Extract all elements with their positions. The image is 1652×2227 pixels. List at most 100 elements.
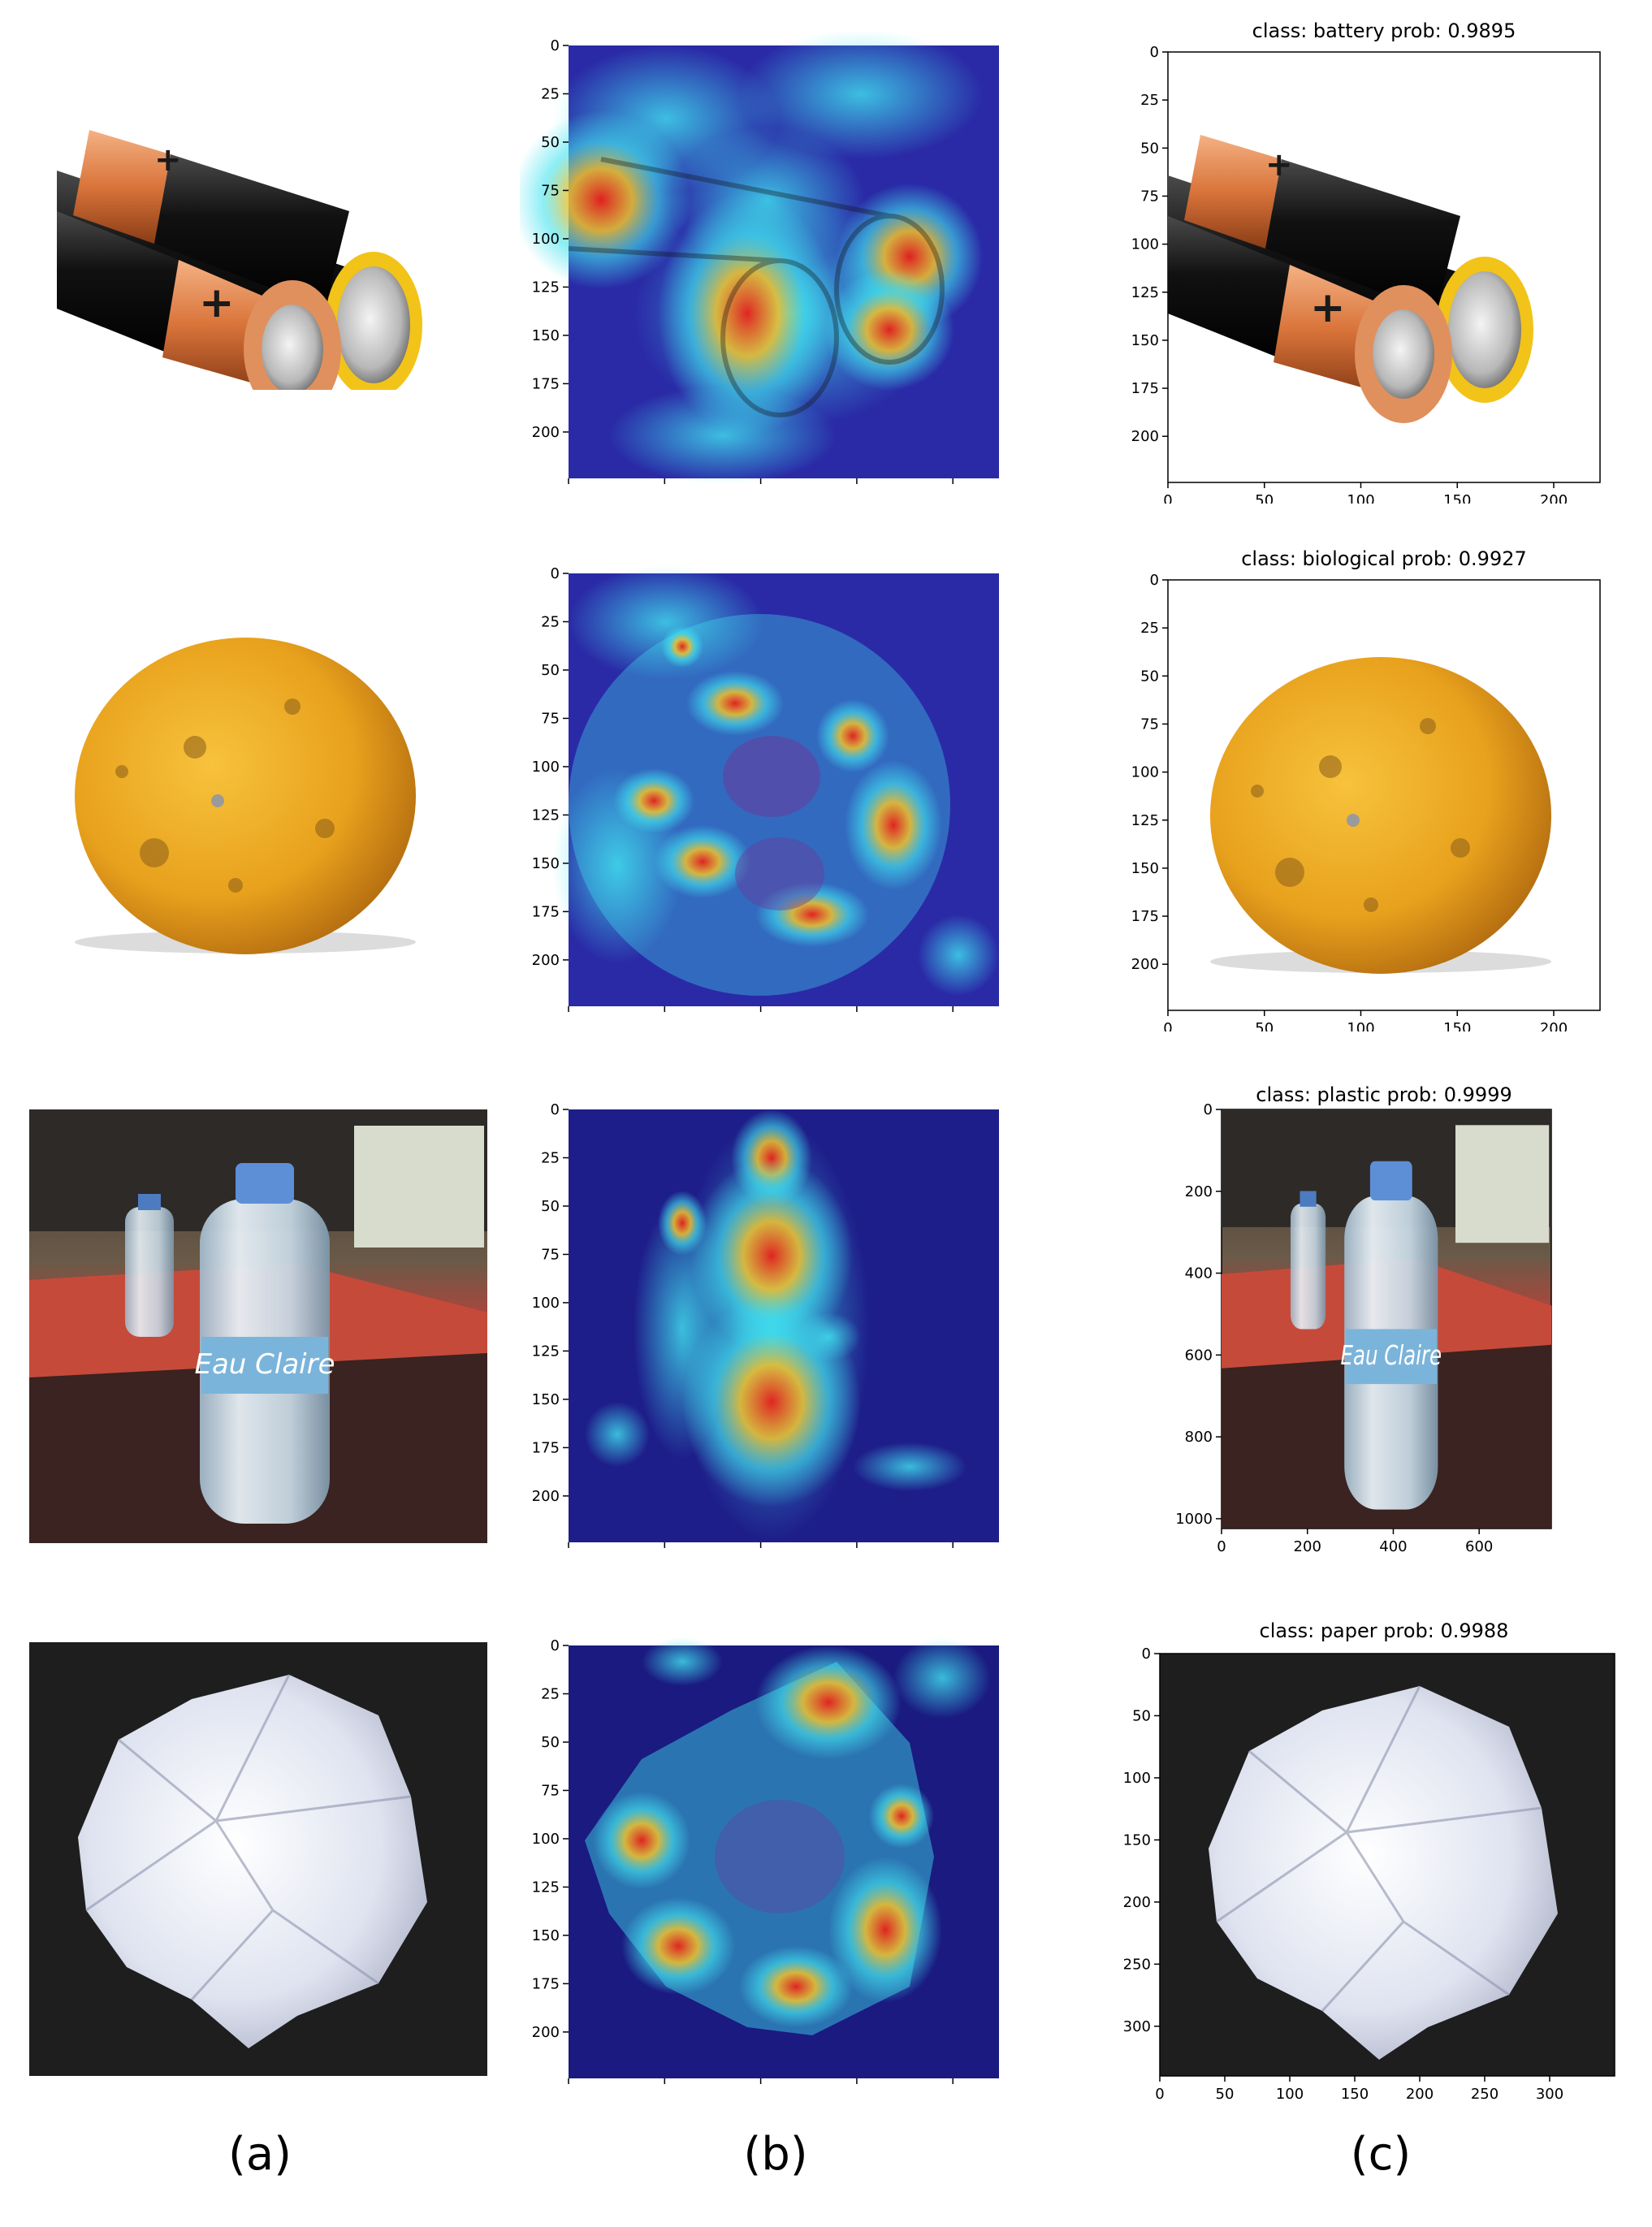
y-tick-label: 200 [1131,428,1159,445]
x-tick-label: 100 [1347,1020,1374,1031]
paper-prediction-xaxis: 0 50 100 150 200 250 300 [1155,2076,1563,2103]
paper-heatmap-yaxis: 0 25 50 75 100 125 150 175 200 [532,1637,569,2041]
y-tick-label: 125 [532,1343,560,1360]
y-tick-label: 150 [1131,860,1159,877]
plastic-heatmap-yaxis: 0 25 50 75 100 125 150 175 200 [532,1101,569,1505]
caption-a: (a) [227,2128,292,2181]
y-tick-label: 75 [541,182,560,199]
y-tick-label: 300 [1123,2018,1151,2035]
x-tick-label: 50 [1216,2086,1235,2103]
plastic-original-image: Eau Claire [29,1109,487,1543]
x-tick-label: 0 [1163,492,1172,504]
biological-prediction-title: class: biological prob: 0.9927 [1241,547,1527,570]
y-tick-label: 25 [541,1149,560,1166]
y-tick-label: 150 [532,1927,560,1944]
x-tick-label: 250 [1471,2086,1498,2103]
y-tick-label: 25 [541,85,560,102]
y-tick-label: 200 [1123,1894,1151,1911]
plastic-prediction-title: class: plastic prob: 0.9999 [1256,1083,1512,1106]
battery-prediction-yaxis: 0 25 50 75 100 125 150 175 200 [1131,44,1168,445]
y-tick-label: 100 [532,1831,560,1848]
y-tick-label: 0 [551,565,560,582]
y-tick-label: 75 [1140,188,1159,205]
battery-prediction-xaxis: 0 50 100 150 200 [1163,482,1568,504]
main-bottle: Eau Claire [194,1163,335,1524]
battery-prediction-plot: class: battery prob: 0.9895 + + 0 25 50 75 1… [1131,19,1601,504]
x-tick-label: 0 [1155,2086,1164,2103]
y-tick-label: 100 [1131,764,1159,781]
x-tick-label: 150 [1443,1020,1471,1031]
caption-c: (c) [1350,2128,1412,2181]
y-tick-label: 100 [532,231,560,248]
y-tick-label: 400 [1185,1265,1213,1282]
x-tick-label: 150 [1341,2086,1369,2103]
svg-text:+: + [154,141,182,179]
y-tick-label: 0 [1142,1645,1151,1663]
biological-prediction-image [1210,657,1551,974]
svg-text:+: + [199,279,235,327]
biological-prediction-plot: class: biological prob: 0.9927 0 25 50 75 10… [1131,547,1601,1031]
y-tick-label: 0 [1150,44,1159,61]
paper-original-image [29,1642,487,2076]
paper-prediction-plot: class: paper prob: 0.9988 0 50 100 150 200 25… [1123,1619,1615,2103]
caption-b: (b) [743,2128,808,2181]
y-tick-label: 150 [532,1391,560,1408]
y-tick-label: 125 [532,806,560,824]
y-tick-label: 100 [1123,1770,1151,1787]
y-tick-label: 100 [532,759,560,776]
y-tick-label: 125 [532,1879,560,1896]
biological-prediction-xaxis: 0 50 100 150 200 [1163,1010,1568,1031]
x-tick-label: 0 [1217,1538,1226,1555]
y-tick-label: 600 [1185,1347,1213,1364]
y-tick-label: 200 [532,424,560,441]
x-tick-label: 150 [1443,492,1471,504]
x-tick-label: 200 [1540,1020,1568,1031]
x-tick-label: 400 [1379,1538,1407,1555]
paper-prediction-title: class: paper prob: 0.9988 [1260,1619,1509,1642]
x-tick-label: 50 [1255,1020,1274,1031]
svg-text:+: + [1310,283,1346,332]
svg-text:Eau Claire: Eau Claire [1341,1339,1442,1371]
x-tick-label: 50 [1255,492,1274,504]
svg-text:Eau Claire: Eau Claire [194,1348,335,1381]
row-biological: 0 25 50 75 100 125 150 175 200 0 50 100 150 200 clas… [0,528,1652,1048]
paper-prediction-image [1209,1685,1558,2060]
y-tick-label: 1000 [1175,1511,1213,1528]
y-tick-label: 25 [1140,92,1159,109]
biological-prediction-yaxis: 0 25 50 75 100 125 150 175 200 [1131,572,1168,973]
y-tick-label: 200 [532,2024,560,2041]
biological-original-image [32,560,487,1015]
x-tick-label: 100 [1276,2086,1304,2103]
x-tick-label: 0 [1163,1020,1172,1031]
plastic-prediction-image: Eau Claire [1222,1109,1552,1529]
x-tick-label: 200 [1406,2086,1434,2103]
y-tick-label: 150 [1123,1831,1151,1849]
y-tick-label: 200 [1185,1183,1213,1200]
y-tick-label: 800 [1185,1429,1213,1446]
y-tick-label: 175 [1131,380,1159,397]
y-tick-label: 175 [532,1439,560,1456]
battery-front: + + [57,141,341,390]
y-tick-label: 125 [532,279,560,296]
battery-prediction-image: + + [1168,135,1533,423]
y-tick-label: 50 [1140,668,1159,685]
y-tick-label: 0 [551,1637,560,1654]
y-tick-label: 100 [532,1295,560,1312]
y-tick-label: 200 [1131,956,1159,973]
battery-prediction-title: class: battery prob: 0.9895 [1252,19,1516,42]
x-tick-label: 200 [1540,492,1568,504]
x-tick-label: 200 [1294,1538,1321,1555]
plastic-prediction-xaxis: 0 200 400 600 [1217,1529,1493,1555]
row-plastic: Eau Claire 0 25 50 75 100 125 150 175 200 050100… [0,1064,1652,1584]
plastic-prediction-yaxis: 0 200 400 600 800 1000 [1175,1101,1222,1528]
biological-heatmap-yaxis: 0 25 50 75 100 125 150 175 200 [532,565,569,969]
y-tick-label: 175 [532,375,560,392]
y-tick-label: 50 [541,662,560,679]
